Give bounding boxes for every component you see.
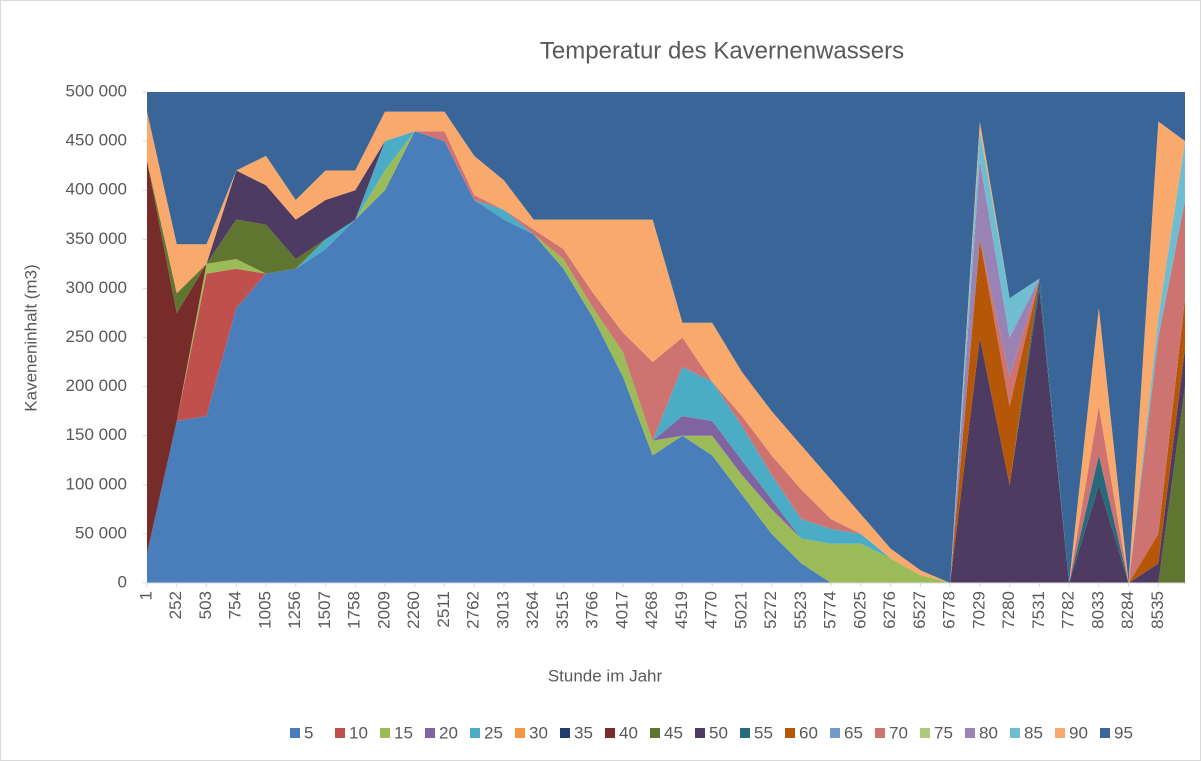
legend-swatch [830,728,840,738]
y-tick-label: 150 000 [66,425,127,444]
x-tick-label: 252 [166,591,185,619]
x-tick-label: 4519 [672,591,691,629]
x-tick-label: 2762 [464,591,483,629]
y-tick-label: 200 000 [66,376,127,395]
x-tick-label: 2511 [434,591,453,628]
x-tick-label: 8284 [1118,591,1137,629]
x-tick-label: 4017 [612,591,631,629]
x-tick-label: 3515 [553,591,572,629]
y-tick-label: 100 000 [66,474,127,493]
chart-title: Temperatur des Kavernenwassers [540,37,904,64]
legend-label: 40 [619,723,638,742]
y-tick-label: 500 000 [66,81,127,100]
legend-swatch [425,728,435,738]
area [147,92,1185,583]
x-tick-label: 3013 [493,591,512,629]
legend-swatch [1010,728,1020,738]
legend-label: 5 [304,723,313,742]
x-tick-label: 7782 [1059,591,1078,629]
legend-label: 20 [439,723,458,742]
legend-swatch [1100,728,1110,738]
x-axis-title: Stunde im Jahr [548,666,663,685]
y-tick-label: 300 000 [66,278,127,297]
area [147,131,1185,583]
legend-label: 15 [394,723,413,742]
y-tick-label: 450 000 [66,131,127,150]
x-tick-label: 1 [136,591,155,600]
x-tick-label: 754 [226,591,245,619]
area [147,131,1185,583]
x-tick-label: 7029 [969,591,988,629]
legend-label: 10 [349,723,368,742]
y-tick-label: 250 000 [66,327,127,346]
y-tick-label: 0 [118,572,127,591]
x-tick-label: 503 [196,591,215,619]
legend-label: 90 [1069,723,1088,742]
x-tick-label: 1507 [315,591,334,629]
legend-swatch [740,728,750,738]
legend-swatch [1055,728,1065,738]
legend-label: 70 [889,723,908,742]
y-tick-label: 50 000 [75,523,127,542]
x-tick-label: 1758 [345,591,364,629]
x-tick-label: 5523 [791,591,810,629]
legend-swatch [380,728,390,738]
x-tick-label: 3264 [523,591,542,629]
area [147,131,1185,583]
x-tick-label: 7280 [999,591,1018,629]
x-tick-label: 5021 [731,591,750,629]
legend-label: 75 [934,723,953,742]
x-tick-label: 5272 [761,591,780,629]
legend-label: 45 [664,723,683,742]
legend-label: 25 [484,723,503,742]
x-tick-label: 8535 [1148,591,1167,629]
x-tick-label: 2009 [374,591,393,629]
legend-label: 80 [979,723,998,742]
x-tick-label: 6527 [910,591,929,629]
legend-swatch [335,728,345,738]
x-tick-label: 6276 [880,591,899,629]
x-tick-label: 1005 [255,591,274,629]
legend-swatch [695,728,705,738]
legend-label: 50 [709,723,728,742]
x-tick-label: 8033 [1088,591,1107,629]
legend-swatch [650,728,660,738]
x-tick-label: 7531 [1029,591,1048,629]
y-axis-title: Kaveneninhalt (m3) [21,264,40,411]
legend-label: 30 [529,723,548,742]
legend-label: 95 [1114,723,1133,742]
legend-swatch [470,728,480,738]
legend-label: 35 [574,723,593,742]
y-tick-label: 400 000 [66,180,127,199]
legend-swatch [920,728,930,738]
legend-swatch [515,728,525,738]
legend-swatch [785,728,795,738]
area [147,131,1185,583]
x-tick-label: 3766 [583,591,602,629]
x-tick-label: 4268 [642,591,661,629]
x-tick-label: 5774 [821,591,840,629]
legend-label: 65 [844,723,863,742]
x-tick-label: 2260 [404,591,423,629]
legend-label: 60 [799,723,818,742]
legend-swatch [290,728,300,738]
x-tick-label: 6778 [940,591,959,629]
x-tick-label: 6025 [850,591,869,629]
legend-swatch [965,728,975,738]
legend-label: 85 [1024,723,1043,742]
y-tick-label: 350 000 [66,229,127,248]
legend-swatch [605,728,615,738]
legend-label: 55 [754,723,773,742]
area [147,111,1185,583]
legend-swatch [875,728,885,738]
x-tick-label: 4770 [702,591,721,629]
legend-swatch [560,728,570,738]
x-tick-label: 1256 [285,591,304,629]
